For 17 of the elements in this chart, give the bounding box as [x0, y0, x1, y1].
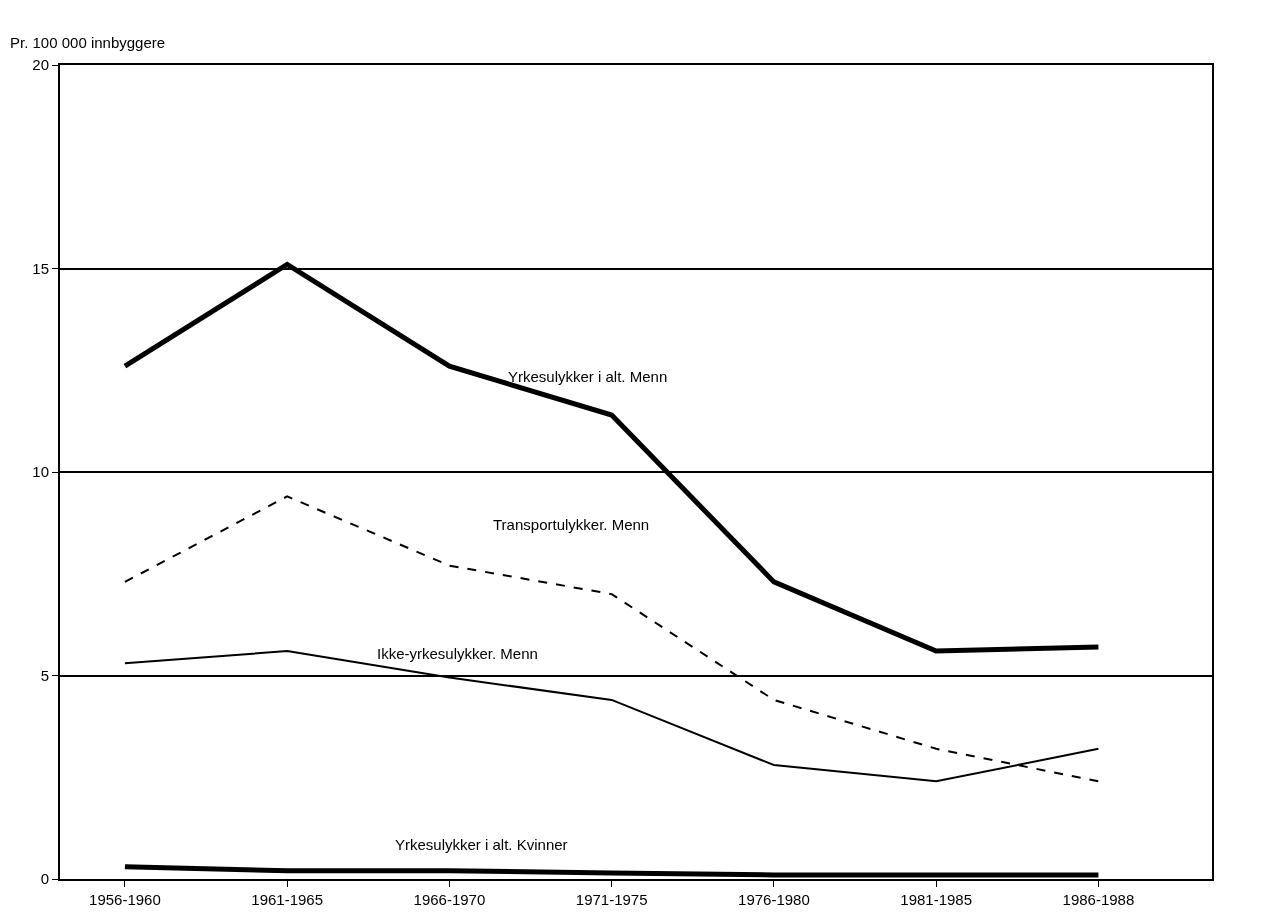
x-tick-label: 1986-1988: [1062, 891, 1135, 908]
x-tick-label: 1956-1960: [89, 891, 161, 908]
series-label: Yrkesulykker i alt. Menn: [508, 368, 668, 385]
x-tick-label: 1961-1965: [251, 891, 324, 908]
y-tick-label: 5: [40, 666, 49, 684]
x-tick-label: 1971-1975: [575, 891, 648, 908]
y-tick-label: 20: [32, 56, 49, 74]
series-label: Ikke-yrkesulykker. Menn: [377, 645, 538, 662]
y-tick-label: 10: [32, 463, 49, 481]
y-tick-label: 15: [32, 259, 49, 277]
x-tick-label: 1966-1970: [413, 891, 486, 908]
text: Transportulykker. Menn: [493, 516, 650, 533]
x-tick-label: 1976-1980: [738, 891, 810, 908]
y-tick-label: 0: [40, 870, 49, 888]
x-tick-label: 1981-1985: [900, 891, 973, 908]
y-axis-title: Pr. 100 000 innbyggere: [10, 34, 166, 51]
series-label: Yrkesulykker i alt. Kvinner: [395, 836, 568, 853]
